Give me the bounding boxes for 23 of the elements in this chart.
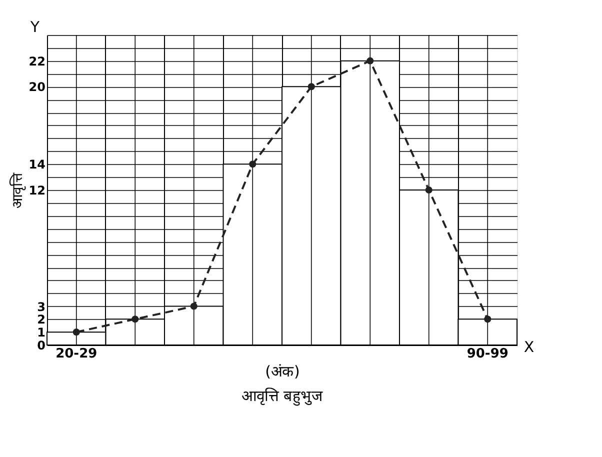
x-axis-title: (अंक)	[265, 362, 300, 380]
point	[425, 186, 432, 194]
point	[72, 328, 80, 336]
point	[132, 316, 139, 323]
text: Y	[29, 18, 40, 36]
point	[308, 83, 315, 90]
text: आवृत्ति बहुभुज	[242, 387, 324, 406]
y-axis-title: आवृत्ति	[8, 172, 26, 208]
x-tick-label: 20-29	[56, 346, 98, 362]
x-tick-label: 90-99	[466, 346, 508, 362]
text: X	[524, 338, 534, 356]
point	[484, 316, 492, 323]
y-tick-label: 14	[28, 158, 46, 172]
y-tick-label: 1	[37, 326, 46, 340]
y-tick-label: 12	[28, 184, 46, 198]
point	[249, 160, 256, 168]
y-tick-label: 0	[37, 338, 46, 352]
y-tick-label: 3	[37, 300, 46, 314]
y-tick-label: 20	[28, 80, 46, 94]
point	[366, 57, 374, 64]
y-tick-label: 22	[28, 54, 46, 68]
point	[190, 302, 198, 310]
y-tick-label: 2	[37, 312, 46, 327]
